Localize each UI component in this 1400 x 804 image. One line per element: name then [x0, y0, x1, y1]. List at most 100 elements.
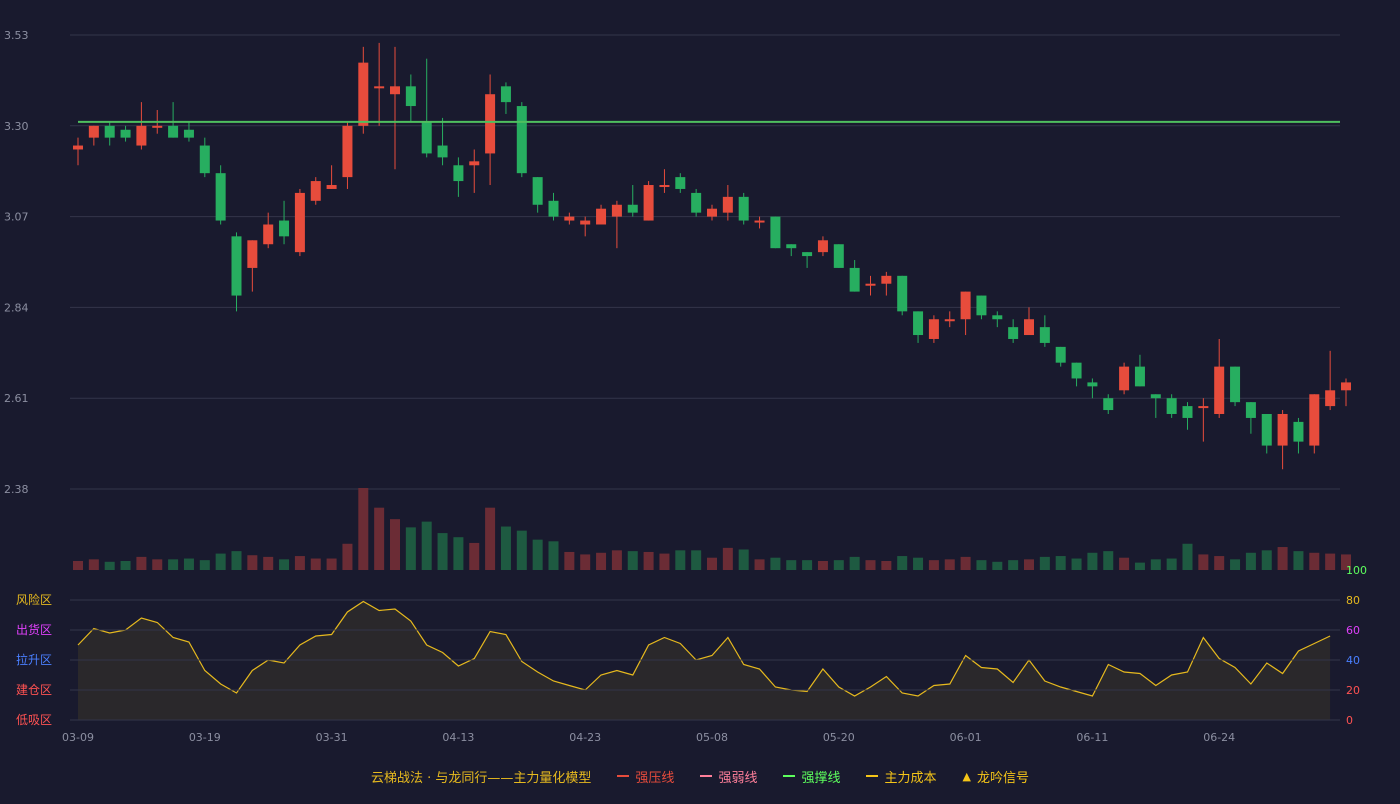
x-tick-label: 04-13	[442, 731, 474, 744]
x-tick-label: 03-31	[316, 731, 348, 744]
volume-bar	[580, 554, 591, 570]
volume-bar	[405, 527, 416, 570]
candle-body	[1198, 406, 1209, 409]
volume-bar	[437, 533, 448, 570]
candle-body	[596, 208, 607, 225]
volume-bar	[294, 556, 305, 570]
volume-bar	[1071, 558, 1082, 570]
candle-body	[738, 196, 749, 221]
volume-bar	[1261, 550, 1272, 570]
volume-bar	[659, 553, 670, 570]
candle-body	[183, 129, 194, 138]
volume-bar	[532, 539, 543, 570]
candle-body	[532, 177, 543, 205]
volume-bar	[754, 559, 765, 570]
candle-body	[1341, 382, 1351, 391]
volume-bar	[1325, 553, 1336, 570]
x-tick-label: 05-08	[696, 731, 728, 744]
volume-bar	[707, 557, 717, 570]
volume-bar	[865, 560, 876, 570]
price-tick-label: 3.07	[4, 211, 29, 224]
volume-bar	[992, 561, 1003, 570]
volume-bar	[1214, 556, 1225, 570]
candle-body	[1039, 327, 1050, 343]
candle-body	[1055, 346, 1066, 363]
candle-body	[564, 216, 575, 221]
x-tick-label: 06-11	[1076, 731, 1108, 744]
volume-bar	[469, 542, 480, 570]
candle-body	[469, 161, 480, 166]
candle-body	[770, 216, 781, 249]
volume-bar	[358, 488, 369, 570]
candle-body	[1293, 421, 1304, 442]
candle-body	[279, 220, 290, 237]
candle-body	[500, 86, 511, 103]
volume-bar	[611, 550, 622, 570]
volume-bar	[421, 521, 432, 570]
candle-body	[73, 145, 83, 150]
candle-body	[358, 62, 369, 126]
volume-bar	[1245, 552, 1256, 570]
legend-item-label: 强弱线	[718, 770, 758, 786]
volume-bar	[675, 550, 686, 570]
candle-body	[913, 311, 924, 336]
price-axis: 2.38 2.61 2.84 3.07 3.30 3.53	[4, 29, 29, 496]
volume-bars	[73, 488, 1351, 570]
x-tick-label: 06-01	[950, 731, 982, 744]
legend-item-dragon-signal[interactable]: ▲ 龙吟信号	[962, 767, 1028, 786]
candle-body	[833, 244, 844, 268]
volume-bar	[722, 547, 733, 570]
candle-body	[168, 125, 179, 138]
volume-bar	[104, 561, 115, 570]
volume-bar	[1119, 557, 1130, 570]
candle-body	[247, 240, 258, 268]
candle-body	[548, 200, 559, 217]
volume-bar	[1293, 551, 1304, 570]
solid-line-icon	[783, 775, 796, 777]
x-tick-label: 03-19	[189, 731, 221, 744]
volume-bar	[485, 507, 496, 570]
volume-bar	[1277, 547, 1288, 570]
oscillator-area	[78, 601, 1331, 720]
legend-item-main-cost[interactable]: 主力成本	[866, 767, 936, 786]
volume-bar	[374, 507, 385, 570]
volume-bar	[120, 560, 131, 570]
candle-body	[802, 252, 813, 257]
legend-item-label: 强撑线	[801, 770, 841, 786]
oscillator-tick-label: 40	[1346, 654, 1360, 667]
candle-body	[374, 86, 385, 89]
candle-body	[627, 204, 638, 213]
volume-bar	[738, 549, 749, 570]
candle-body	[992, 315, 1003, 320]
candle-body	[294, 192, 305, 253]
candle-body	[849, 267, 860, 292]
x-tick-label: 06-24	[1203, 731, 1235, 744]
candle-body	[152, 125, 163, 128]
solid-line-icon	[617, 775, 630, 777]
legend-item-strong-support[interactable]: 强撑线	[783, 767, 840, 786]
candle-body	[1024, 319, 1034, 336]
volume-bar	[1309, 552, 1320, 570]
legend-item-strong-pressure[interactable]: 强压线	[617, 767, 674, 786]
candle-body	[88, 125, 99, 138]
candle-body	[215, 173, 226, 221]
candle-body	[817, 240, 828, 253]
candle-body	[1071, 362, 1082, 379]
volume-bar	[1039, 556, 1050, 570]
candle-body	[897, 275, 908, 312]
legend-item-strength-line[interactable]: 强弱线	[700, 767, 757, 786]
price-tick-label: 3.30	[4, 120, 29, 133]
volume-bar	[1341, 554, 1351, 570]
volume-bar	[849, 556, 860, 570]
candle-body	[643, 185, 654, 221]
volume-bar	[627, 551, 638, 570]
candle-body	[881, 275, 892, 284]
zone-label: 风险区	[16, 592, 52, 607]
candle-body	[485, 94, 496, 154]
volume-bar	[976, 560, 987, 570]
candle-body	[754, 220, 765, 223]
candle-body	[1214, 366, 1225, 414]
grid-layer	[70, 34, 1340, 490]
